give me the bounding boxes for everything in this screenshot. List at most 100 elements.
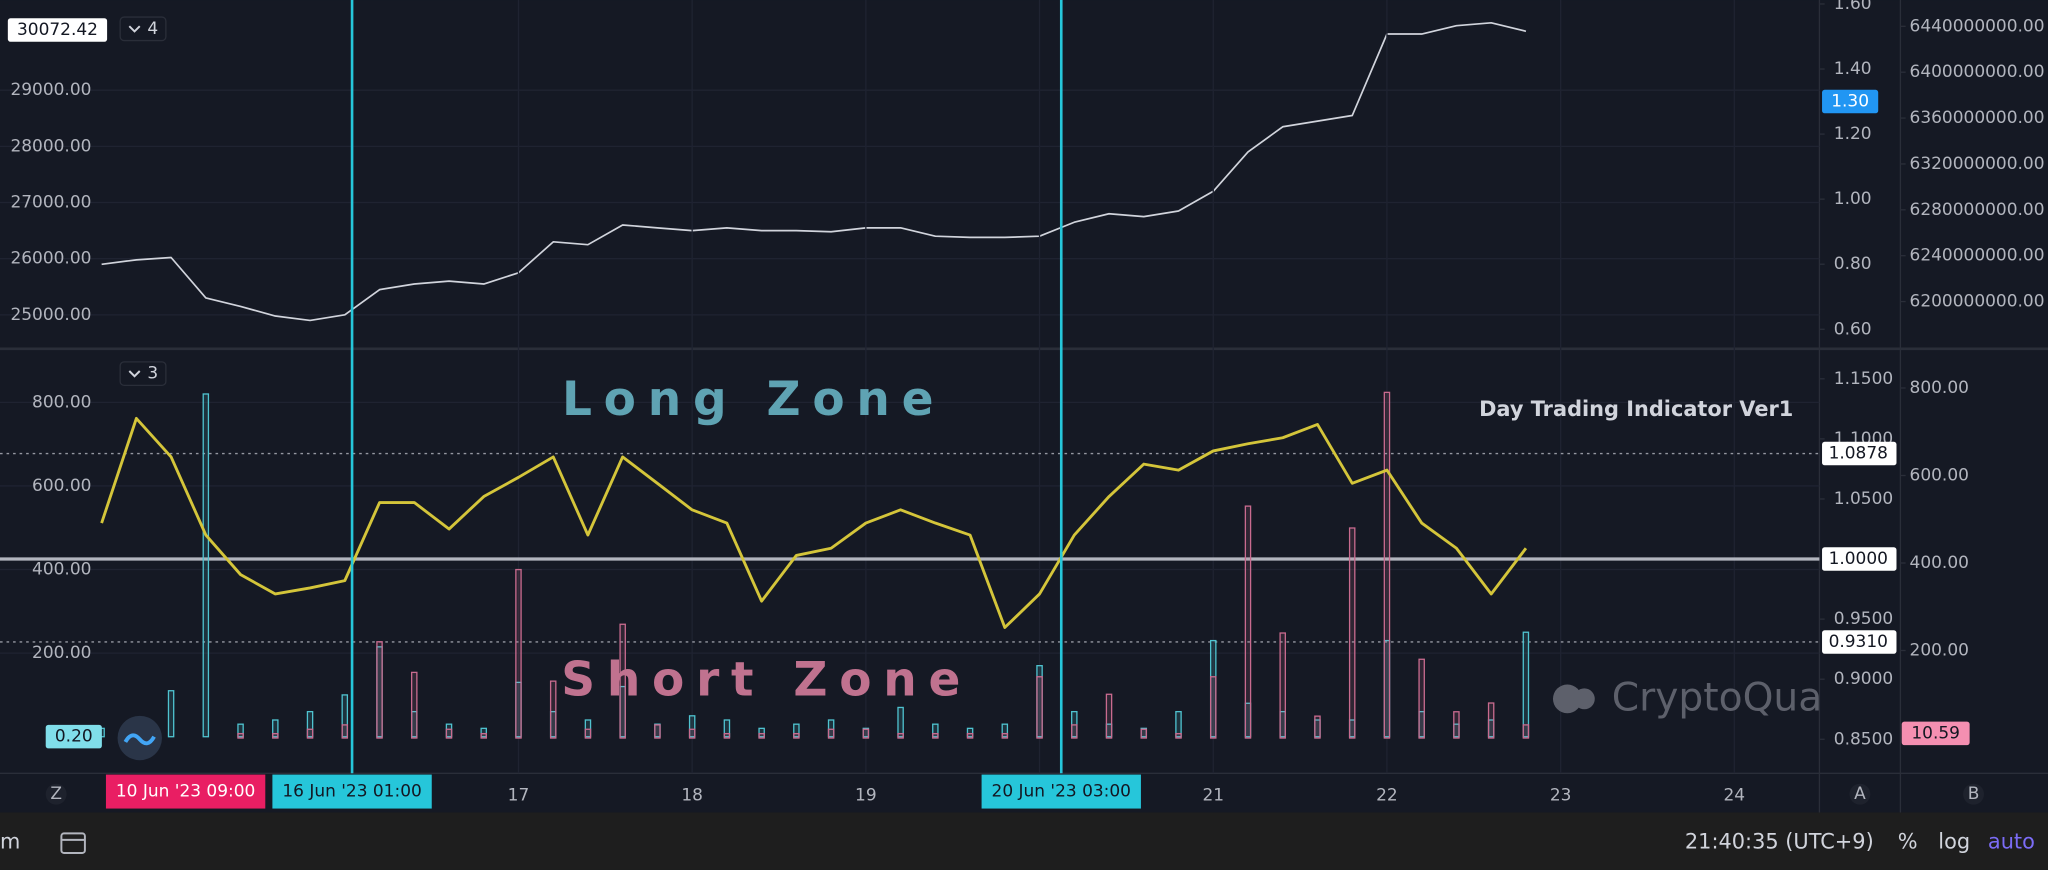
bar — [688, 728, 696, 739]
marker-label: 20 Jun '23 03:00 — [992, 782, 1131, 802]
clock: 21:40:35 (UTC+9) — [1685, 830, 1874, 854]
y-tick-label: 400.00 — [32, 560, 91, 580]
y-tick-label: 600.00 — [32, 476, 91, 496]
bar — [932, 723, 939, 738]
bar — [723, 719, 731, 738]
bar — [793, 723, 800, 738]
y-tick-label: 1.20 — [1834, 124, 1872, 144]
bar — [1383, 391, 1391, 739]
y-tick-label: 0.60 — [1834, 319, 1872, 339]
auto-button[interactable]: auto — [1988, 830, 2035, 854]
bar — [688, 715, 696, 738]
bar — [1175, 710, 1182, 738]
y-tick-label: 200.00 — [1910, 641, 1969, 661]
line-series — [101, 21, 1527, 322]
last-value-label: 0.20 — [55, 727, 93, 747]
y-tick-label: 1.40 — [1834, 59, 1872, 79]
axis-value-label: 1.30 — [1831, 92, 1869, 112]
last-value-label: 10.59 — [1911, 723, 1960, 743]
bar — [793, 732, 800, 739]
bar — [1522, 631, 1530, 738]
bar — [827, 719, 835, 738]
axis-value-label-bg — [1822, 89, 1879, 114]
y-tick-label: 6360000000.00 — [1910, 108, 2045, 128]
axis-button-bg[interactable] — [1849, 783, 1871, 805]
bar — [410, 671, 418, 739]
bar — [272, 719, 279, 738]
x-tick-label: 17 — [508, 785, 530, 805]
axis-button-bg[interactable] — [1963, 783, 1984, 805]
bar — [202, 393, 210, 738]
marker-label-bg — [272, 774, 432, 809]
pane-badge[interactable]: 3 — [147, 364, 158, 384]
bar — [654, 724, 661, 739]
reference-label: 0.9310 — [1829, 632, 1888, 652]
bar — [1522, 724, 1530, 739]
x-tick-label: 22 — [1376, 785, 1398, 805]
bar — [549, 680, 557, 739]
bar — [966, 727, 974, 738]
bar — [237, 732, 244, 739]
watermark-logo — [1552, 684, 1582, 714]
axis-button-bg[interactable] — [45, 783, 67, 805]
reference-label: 1.0878 — [1829, 444, 1888, 464]
watermark-text: CryptoQuant — [1612, 676, 1863, 721]
y-tick-label: 400.00 — [1910, 553, 1969, 573]
chart-logo-wave — [123, 733, 156, 746]
y-tick-label: 800.00 — [32, 392, 91, 412]
y-tick-label: 6400000000.00 — [1910, 62, 2045, 82]
pane-badge[interactable]: 4 — [147, 19, 158, 39]
zone-label: Short Zone — [561, 653, 972, 708]
y-tick-label: 6200000000.00 — [1910, 292, 2045, 312]
bar — [1001, 732, 1009, 739]
bar — [584, 719, 592, 738]
y-tick-label: 28000.00 — [10, 136, 91, 156]
status-bar-bg — [0, 812, 2048, 870]
x-tick-label: 21 — [1202, 785, 1224, 805]
y-tick-label: 1.00 — [1834, 189, 1872, 209]
calendar-icon[interactable] — [60, 832, 86, 854]
axis-buttons: Z A B — [45, 783, 1984, 805]
last-value-label-bg — [7, 18, 108, 42]
axis-button[interactable]: B — [1968, 784, 1980, 804]
bar — [932, 732, 939, 739]
bar — [1140, 728, 1148, 739]
watermark-logo — [1573, 688, 1595, 710]
bar — [306, 710, 314, 738]
bar — [723, 732, 731, 739]
line-series — [100, 416, 1528, 629]
bar — [1244, 505, 1252, 739]
bar — [341, 724, 349, 739]
bar — [1036, 676, 1043, 739]
pane-badge-bg[interactable] — [119, 16, 167, 42]
axis-button[interactable]: Z — [50, 784, 62, 804]
x-tick-label: 18 — [681, 785, 703, 805]
chevron-icon — [128, 25, 141, 33]
y-tick-label: 1.1500 — [1834, 369, 1893, 389]
zone-label: Long Zone — [562, 372, 945, 427]
log-button[interactable]: log — [1938, 830, 1970, 854]
status-text: m — [0, 830, 20, 854]
y-tick-label: 800.00 — [1910, 378, 1969, 398]
pane-badge-bg[interactable] — [119, 361, 167, 387]
bar — [1209, 676, 1217, 739]
bar — [619, 623, 626, 739]
percent-button[interactable]: % — [1898, 830, 1918, 854]
y-tick-label: 1.60 — [1834, 0, 1872, 14]
status-bar: m 21:40:35 (UTC+9) % log auto — [0, 812, 2048, 870]
bar — [897, 732, 904, 739]
bar — [1105, 693, 1113, 739]
bar — [515, 568, 522, 739]
y-tick-label: 6280000000.00 — [1910, 200, 2045, 220]
bar — [1071, 724, 1078, 739]
axis-button[interactable]: A — [1854, 784, 1866, 804]
bar — [341, 694, 349, 738]
bar — [306, 728, 314, 739]
bar — [1279, 632, 1286, 739]
cursor-label: 10 Jun '23 09:00 — [116, 782, 255, 802]
watermark: CryptoQuant — [1552, 676, 1863, 721]
y-tick-label: 6320000000.00 — [1910, 154, 2045, 174]
marker-label: 16 Jun '23 01:00 — [282, 782, 421, 802]
chart-logo[interactable] — [117, 715, 162, 761]
